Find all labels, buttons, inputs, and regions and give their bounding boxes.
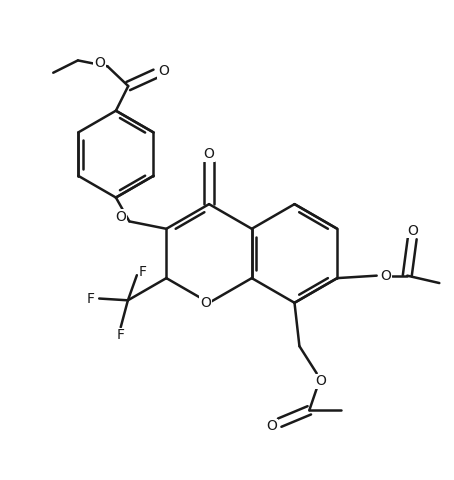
Text: O: O — [407, 224, 418, 238]
Text: O: O — [158, 64, 169, 78]
Text: O: O — [380, 269, 391, 283]
Text: O: O — [115, 210, 126, 224]
Text: O: O — [94, 56, 105, 70]
Text: O: O — [266, 419, 277, 433]
Text: F: F — [117, 328, 125, 342]
Text: F: F — [138, 264, 146, 278]
Text: O: O — [315, 374, 326, 388]
Text: O: O — [200, 296, 211, 310]
Text: F: F — [87, 291, 95, 306]
Text: O: O — [204, 147, 214, 161]
